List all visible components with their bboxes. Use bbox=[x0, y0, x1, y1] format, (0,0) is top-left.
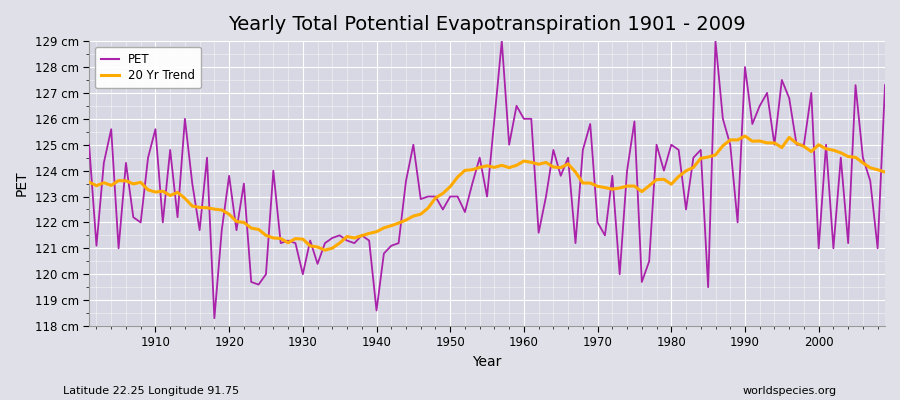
X-axis label: Year: Year bbox=[472, 355, 501, 369]
Text: Latitude 22.25 Longitude 91.75: Latitude 22.25 Longitude 91.75 bbox=[63, 386, 239, 396]
Text: worldspecies.org: worldspecies.org bbox=[742, 386, 837, 396]
Legend: PET, 20 Yr Trend: PET, 20 Yr Trend bbox=[95, 47, 201, 88]
Title: Yearly Total Potential Evapotranspiration 1901 - 2009: Yearly Total Potential Evapotranspiratio… bbox=[229, 15, 746, 34]
Y-axis label: PET: PET bbox=[15, 171, 29, 196]
